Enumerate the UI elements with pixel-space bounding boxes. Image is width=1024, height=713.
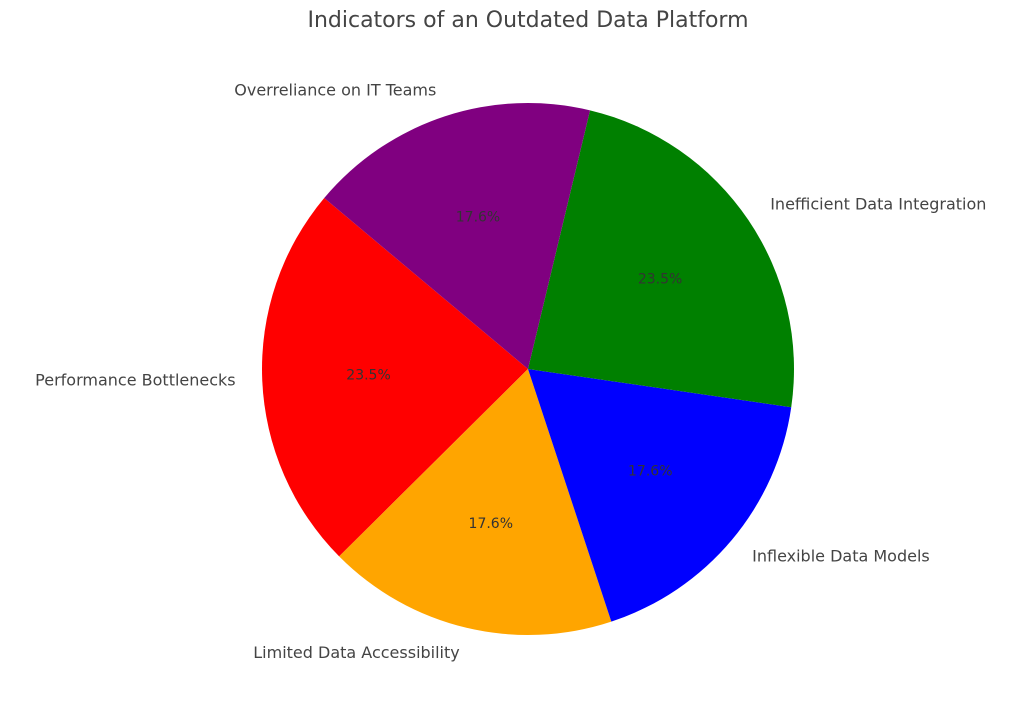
slice-label: Performance Bottlenecks [35,371,235,390]
percent-label: 17.6% [469,516,513,532]
percent-label: 23.5% [638,271,682,287]
slice-label: Inefficient Data Integration [770,194,986,213]
percent-label: 17.6% [456,209,500,225]
pie-slice [324,102,591,369]
pie-slice [339,369,612,635]
percent-label: 23.5% [346,368,390,384]
pie-slice [262,198,528,557]
slice-label: Limited Data Accessibility [253,643,460,662]
pie-slice [528,369,792,622]
chart-title: Indicators of an Outdated Data Platform [307,8,748,33]
percent-label: 17.6% [628,464,672,480]
slice-label: Inflexible Data Models [752,547,930,566]
slice-label: Overreliance on IT Teams [234,81,436,100]
pie-slice [528,110,794,408]
